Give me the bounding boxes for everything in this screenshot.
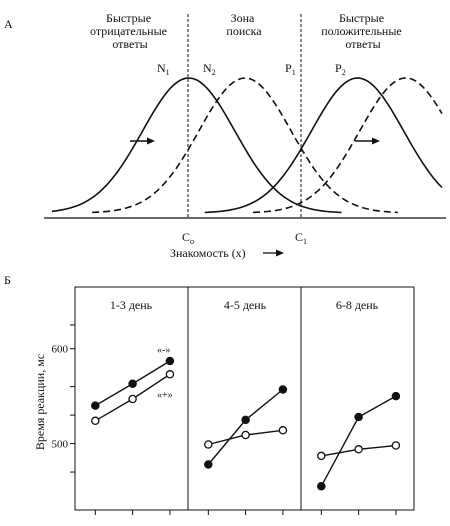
point-open-group-2-2: [241, 430, 250, 440]
curve-n1-label: N1: [157, 61, 170, 77]
point-filled-group-1-3: [165, 356, 175, 366]
series-line-filled-group-3: [320, 395, 397, 487]
curve-p2-label: P2: [335, 61, 346, 77]
point-open-group-3-3: [391, 441, 401, 450]
series-line-filled-group-2: [207, 388, 284, 465]
zone-mid-line-2: поиска: [226, 24, 262, 38]
curve-n1: [51, 77, 342, 214]
curve-p1: [204, 77, 443, 214]
point-open-group-2-1: [204, 440, 213, 449]
point-filled-group-2-2: [241, 415, 250, 425]
series-label-filled: «-»: [157, 345, 170, 356]
panel-a-letter: А: [4, 17, 13, 31]
point-filled-group-1-1: [91, 401, 100, 410]
point-filled-group-2-3: [278, 385, 288, 394]
y-axis-label: Время реакции, мс: [33, 354, 47, 450]
zone-right-line-1: Быстрые: [339, 11, 384, 25]
axis-ticks: [70, 324, 397, 515]
zone-fast-negative-label: Быстрые отрицательные ответы: [90, 11, 170, 51]
point-filled-group-3-1: [317, 482, 326, 491]
group-frame-3: [300, 286, 415, 511]
zone-left-line-3: ответы: [112, 37, 147, 51]
zone-mid-line-1: Зона: [231, 11, 255, 25]
zone-right-line-2: положительные: [321, 24, 402, 38]
criterion-high-label: C1: [295, 230, 307, 246]
curve-p2: [252, 77, 443, 214]
curve-n2-label: N2: [203, 61, 216, 77]
curve-p1-label: P1: [285, 61, 296, 77]
group-title-2: 4-5 день: [224, 298, 267, 312]
point-filled-group-2-1: [204, 460, 213, 469]
familiarity-axis-label: Знакомость (x): [170, 246, 246, 260]
familiarity-arrow-icon: [263, 249, 284, 257]
point-filled-group-1-2: [128, 379, 137, 389]
zone-fast-positive-label: Быстрые положительные ответы: [321, 11, 405, 51]
zone-search-label: Зона поиска: [226, 11, 262, 38]
zone-right-line-3: ответы: [345, 37, 380, 51]
point-open-group-1-1: [91, 416, 100, 426]
group-title-3: 6-8 день: [336, 298, 379, 312]
series-label-open: «+»: [157, 390, 173, 401]
zone-left-line-1: Быстрые: [106, 11, 151, 25]
shift-arrow-right-icon: [355, 137, 380, 145]
data-marks: [91, 356, 401, 491]
curve-n2: [92, 77, 398, 214]
panel-a-signal-detection-diagram: А Быстрые отрицательные ответы Зона поис…: [4, 11, 446, 260]
group-title-1: 1-3 день: [110, 298, 153, 312]
point-open-group-3-1: [317, 451, 326, 461]
point-open-group-3-2: [354, 445, 363, 454]
shift-arrow-left-icon: [130, 137, 155, 145]
panel-b-letter: Б: [4, 273, 11, 287]
zone-left-line-2: отрицательные: [90, 24, 167, 38]
y-tick-label-500: 500: [52, 439, 69, 451]
group-frame-2: [187, 286, 302, 511]
point-filled-group-3-2: [354, 412, 363, 422]
panel-b-reaction-time-chart: Б Время реакции, мс 600 500 1-3 день 4-5…: [4, 273, 415, 515]
point-open-group-1-2: [128, 394, 137, 404]
y-tick-label-600: 600: [52, 344, 69, 356]
point-open-group-1-3: [165, 370, 175, 379]
point-filled-group-3-3: [391, 391, 401, 401]
criterion-low-label: Cо: [182, 230, 194, 246]
point-open-group-2-3: [278, 426, 288, 435]
